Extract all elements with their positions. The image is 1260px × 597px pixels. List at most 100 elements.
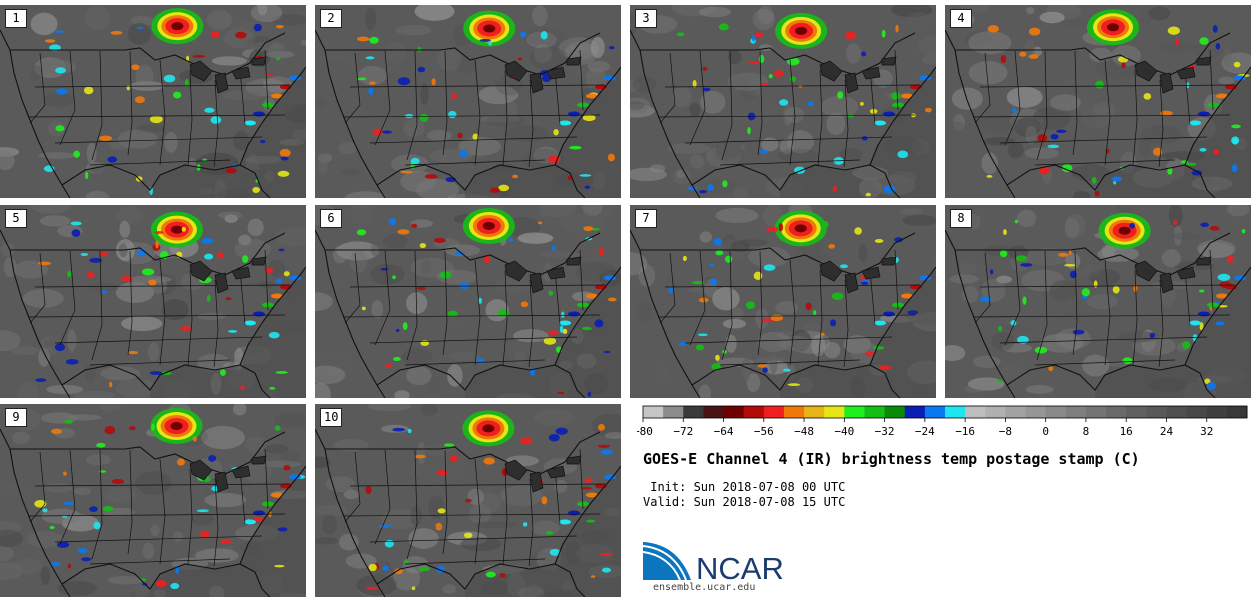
coastline — [376, 164, 586, 198]
state-boundary — [59, 50, 76, 146]
great-lake — [1134, 60, 1158, 82]
state-boundary — [369, 336, 578, 344]
member-panel-8[interactable]: 8 — [945, 205, 1251, 398]
member-panel-4[interactable]: 4 — [945, 5, 1251, 198]
cloud-texture — [1025, 126, 1038, 144]
member-panel-5[interactable]: 5 — [0, 205, 306, 398]
coastline — [1006, 364, 1216, 398]
state-boundary — [213, 279, 219, 368]
state-boundary — [349, 284, 606, 288]
convective-cell — [141, 268, 155, 276]
map-outlines — [945, 29, 1251, 198]
colorbar-frame — [642, 405, 1248, 419]
cloud-texture — [421, 260, 432, 274]
convective-cell — [407, 428, 412, 434]
convective-cell — [1017, 335, 1029, 344]
convective-cell — [861, 51, 867, 57]
frontal-band-cell — [1216, 293, 1228, 299]
map-outlines — [0, 229, 306, 398]
member-panel-2[interactable]: 2 — [315, 5, 621, 198]
convective-cell — [1199, 322, 1204, 331]
ocean-shade — [465, 67, 621, 198]
colorbar-tick-label: −80 — [637, 425, 653, 438]
cloud-texture — [190, 512, 215, 526]
colorbar-segment — [924, 406, 946, 418]
member-number-label: 3 — [635, 9, 657, 28]
coastline — [955, 232, 1231, 276]
convective-cell — [778, 223, 784, 232]
cloud-texture — [275, 227, 306, 247]
convective-cell — [837, 91, 844, 99]
convective-cell — [55, 67, 67, 74]
cloud-texture — [473, 492, 502, 514]
member-panel-3[interactable]: 3 — [630, 5, 936, 198]
convective-cell — [277, 527, 288, 532]
cloud-texture — [676, 169, 686, 179]
convective-cell — [587, 391, 592, 397]
colorbar-segment — [1085, 406, 1107, 418]
storm-core — [170, 225, 183, 234]
cloud-texture — [1071, 164, 1110, 182]
convective-cell — [54, 343, 66, 352]
frontal-band-cell — [559, 519, 571, 525]
cloud-texture — [266, 50, 295, 59]
convective-cell — [894, 237, 903, 243]
colorbar-tick-label: 24 — [1160, 425, 1174, 438]
convective-cell — [1050, 133, 1059, 140]
cloud-texture — [206, 10, 232, 30]
convective-cell — [692, 80, 697, 88]
convective-cell — [608, 297, 617, 302]
map-outlines — [315, 229, 621, 398]
great-lake — [504, 260, 528, 282]
state-boundary — [528, 279, 534, 368]
member-panel-9[interactable]: 9 — [0, 404, 306, 597]
convective-cell — [1061, 164, 1073, 173]
convective-cell — [356, 229, 367, 236]
cloud-texture — [234, 238, 271, 260]
state-boundary — [1104, 259, 1111, 366]
colorbar-tick-label: −72 — [673, 425, 693, 438]
state-boundary — [528, 79, 534, 168]
cloud-texture — [1080, 263, 1102, 278]
convective-cell — [451, 93, 458, 100]
member-panel-1[interactable]: 1 — [0, 5, 306, 198]
state-boundary — [689, 250, 706, 346]
cloud-texture — [30, 12, 58, 36]
cloud-texture — [846, 43, 862, 64]
init-time: Init: Sun 2018-07-08 00 UTC — [643, 480, 846, 494]
coastline — [945, 229, 1016, 398]
state-boundary — [554, 468, 561, 525]
state-boundary — [89, 159, 231, 166]
colorbar-segment — [884, 406, 906, 418]
state-boundary — [239, 468, 246, 525]
convective-cell — [1175, 38, 1179, 47]
convective-cell — [594, 319, 604, 328]
ir-satellite-map — [315, 404, 621, 597]
cloud-texture — [250, 5, 283, 23]
convective-cell — [998, 325, 1003, 332]
cloud-texture — [757, 5, 774, 25]
member-panel-10[interactable]: 10 — [315, 404, 621, 597]
cloud-texture — [1148, 6, 1171, 21]
cloud-texture — [408, 528, 439, 549]
state-boundary — [1004, 250, 1021, 346]
coastline — [0, 428, 71, 597]
cloud-texture — [300, 39, 306, 46]
great-lake — [819, 60, 843, 82]
convective-cell — [96, 442, 106, 448]
cloud-texture — [420, 404, 438, 416]
member-panel-7[interactable]: 7 — [630, 205, 936, 398]
convective-cell — [548, 433, 560, 442]
convective-cell — [181, 226, 187, 232]
cloud-texture — [777, 335, 812, 351]
convective-cell — [240, 385, 245, 390]
state-boundary — [442, 250, 448, 356]
state-boundary — [159, 458, 166, 565]
cloud-texture — [983, 136, 1016, 146]
colorbar-tick-label: 0 — [1042, 425, 1049, 438]
member-panel-6[interactable]: 6 — [315, 205, 621, 398]
ocean-shade — [465, 267, 621, 398]
convective-cell — [81, 557, 92, 562]
convective-cell — [411, 586, 416, 591]
